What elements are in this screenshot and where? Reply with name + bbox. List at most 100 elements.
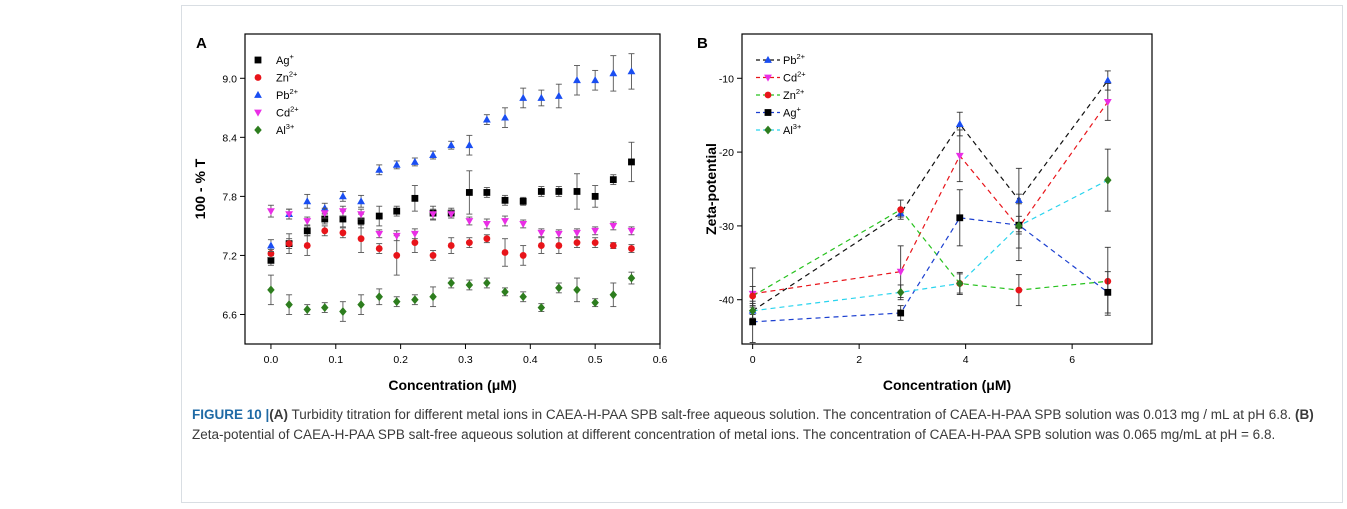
data-point xyxy=(501,249,509,256)
data-point xyxy=(285,211,294,219)
series-al3 xyxy=(267,271,636,322)
data-point xyxy=(483,278,491,288)
x-tick-label: 0.5 xyxy=(588,354,603,366)
data-point xyxy=(591,76,600,84)
legend-label: Pb2+ xyxy=(276,87,299,102)
legend: Ag+ Zn2+ Pb2+ Cd2+ Al3+ xyxy=(254,52,299,137)
data-point xyxy=(411,239,419,247)
data-point xyxy=(429,292,437,302)
legend-marker xyxy=(254,56,262,64)
y-tick-label: -30 xyxy=(719,221,734,233)
data-point xyxy=(897,206,905,214)
series-al3 xyxy=(748,148,1112,319)
data-point xyxy=(609,176,617,184)
data-point xyxy=(321,303,329,313)
data-point xyxy=(537,188,545,195)
y-tick-label: 6.6 xyxy=(222,309,237,321)
data-point xyxy=(573,229,581,237)
data-point xyxy=(429,211,437,219)
data-point xyxy=(955,152,964,160)
series-cd2 xyxy=(267,204,636,242)
data-point xyxy=(537,93,546,101)
x-tick-label: 0.2 xyxy=(393,354,408,366)
data-point xyxy=(339,192,347,200)
x-axis-label: Concentration (μM) xyxy=(388,377,516,393)
caption-b-label: (B) xyxy=(1295,407,1314,422)
data-point xyxy=(483,235,491,243)
data-point xyxy=(627,273,636,283)
data-point xyxy=(1104,288,1112,296)
data-point xyxy=(447,242,455,249)
y-axis-label: Zeta-potential xyxy=(703,143,719,235)
data-point xyxy=(411,295,419,305)
data-point xyxy=(609,242,617,249)
x-axis-label: Concentration (μM) xyxy=(883,377,1011,393)
x-tick-label: 0.4 xyxy=(523,354,538,366)
data-point xyxy=(749,292,757,300)
data-point xyxy=(896,287,905,297)
data-point xyxy=(609,69,618,77)
series-line-pb2 xyxy=(752,80,1109,312)
data-point xyxy=(555,188,563,195)
data-point xyxy=(483,189,491,196)
data-point xyxy=(956,214,964,222)
data-point xyxy=(321,227,329,235)
y-axis-label: 100 - % T xyxy=(192,158,208,219)
legend-label: Pb2+ xyxy=(783,52,806,67)
figure-caption: FIGURE 10 |(A) Turbidity titration for d… xyxy=(192,405,1332,445)
legend-label: Al3+ xyxy=(276,122,295,137)
caption-a-text: Turbidity titration for different metal … xyxy=(288,407,1296,422)
y-tick-label: 7.2 xyxy=(222,250,237,262)
data-point xyxy=(339,215,347,223)
legend-label: Al3+ xyxy=(783,122,802,137)
data-point xyxy=(609,290,618,300)
series-cd2 xyxy=(748,83,1112,321)
figure-frame xyxy=(181,5,1343,503)
data-point xyxy=(357,197,365,205)
panel-letter: B xyxy=(697,35,708,52)
legend-marker xyxy=(764,125,772,135)
data-point xyxy=(303,227,311,235)
data-point xyxy=(555,283,563,293)
data-point xyxy=(628,245,635,252)
data-point xyxy=(501,218,509,226)
data-point xyxy=(482,115,491,123)
data-point xyxy=(303,218,312,226)
data-point xyxy=(627,227,636,235)
series-line-al3 xyxy=(752,179,1109,312)
data-point xyxy=(357,300,365,310)
data-point xyxy=(955,119,964,127)
x-tick-label: 0 xyxy=(750,354,756,366)
data-point xyxy=(1103,99,1112,106)
data-point xyxy=(267,241,275,249)
data-point xyxy=(339,229,347,237)
data-point xyxy=(896,268,905,276)
y-tick-label: -40 xyxy=(719,295,734,307)
data-point xyxy=(392,160,401,168)
data-point xyxy=(749,318,757,326)
x-tick-label: 6 xyxy=(1069,354,1075,366)
data-point xyxy=(429,252,437,259)
data-point xyxy=(357,235,365,243)
legend-marker xyxy=(254,90,262,98)
data-point xyxy=(519,197,527,205)
legend-marker xyxy=(764,55,772,63)
data-point xyxy=(591,298,599,308)
legend-label: Cd2+ xyxy=(783,70,806,85)
data-point xyxy=(956,279,964,288)
series-pb2 xyxy=(267,53,636,252)
data-point xyxy=(339,307,347,316)
data-point xyxy=(609,223,618,230)
data-point xyxy=(537,242,545,249)
data-point xyxy=(555,242,563,249)
data-point xyxy=(591,227,600,235)
x-tick-label: 4 xyxy=(963,354,969,366)
data-point xyxy=(321,215,329,223)
panel-b: B 0 2 4 6 -10 -20 -30 -40 Concentration (μM) Zeta-… xyxy=(697,33,1153,393)
data-point xyxy=(393,252,401,259)
data-point xyxy=(1015,221,1023,231)
y-tick-label: -10 xyxy=(719,73,734,85)
data-point xyxy=(375,212,383,220)
data-point xyxy=(1103,76,1112,84)
